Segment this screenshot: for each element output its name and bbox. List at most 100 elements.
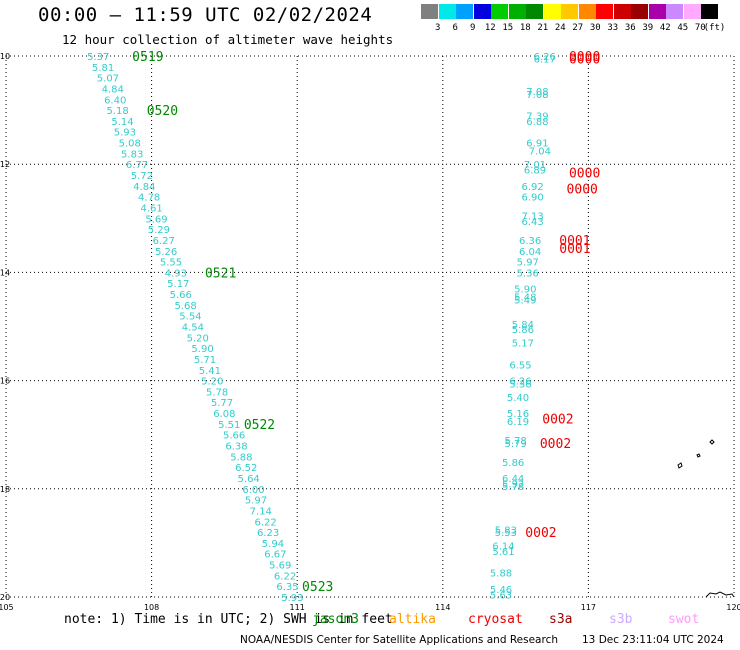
legend-label: 12 (484, 23, 496, 33)
wave-height-label: 4.93 (165, 268, 187, 279)
wave-height-label: 6.77 (126, 160, 148, 171)
wave-height-label: 7.39 (526, 112, 548, 123)
island-shape (709, 439, 715, 445)
legend-label: 15 (502, 23, 514, 33)
wave-height-label: 5.46 (490, 585, 512, 596)
lon-tick-label: 108 (144, 603, 159, 612)
wave-height-label: 7.08 (526, 87, 548, 98)
pass-time-label: 0002 (542, 412, 573, 427)
wave-height-label: 6.40 (104, 95, 126, 106)
wave-height-label: 7.01 (524, 160, 546, 171)
pass-time-label: 0523 (302, 580, 333, 595)
lat-tick-label: -18 (0, 485, 10, 494)
lon-tick-label: 111 (290, 603, 305, 612)
pass-time-label: 0521 (205, 266, 236, 281)
wave-height-label: 5.94 (262, 539, 284, 550)
wave-height-label: 5.93 (281, 593, 303, 604)
wave-height-label: 5.93 (114, 128, 136, 139)
wave-height-label: 5.64 (238, 474, 260, 485)
wave-height-label: 4.61 (140, 203, 162, 214)
wave-height-label: 5.40 (507, 393, 529, 404)
wave-height-label: 6.23 (257, 528, 279, 539)
pass-time-label: 0002 (525, 526, 556, 541)
legend-swatch (491, 4, 508, 19)
legend-swatch (701, 4, 718, 19)
legend-swatch (421, 4, 438, 19)
island-shape (677, 462, 683, 469)
wave-height-label: 5.14 (111, 117, 133, 128)
island-shape (696, 453, 701, 458)
satellite-swot: swot (668, 612, 700, 627)
satellite-jason3: jason3 (312, 612, 359, 627)
wave-height-label: 6.27 (153, 236, 175, 247)
wave-height-label: 5.90 (514, 285, 536, 296)
wave-height-label: 5.53 (495, 528, 517, 539)
wave-height-label: 5.78 (504, 436, 526, 447)
lat-tick-label: -14 (0, 268, 10, 277)
legend-label: 39 (642, 23, 654, 33)
legend-label: 24 (554, 23, 566, 33)
wave-height-label: 5.36 (509, 379, 531, 390)
pass-time-label: 0001 (559, 242, 590, 257)
wave-height-label: 5.54 (179, 312, 201, 323)
wave-height-label: 5.83 (495, 525, 517, 536)
credit-text: NOAA/NESDIS Center for Satellite Applica… (240, 634, 558, 646)
legend-label: 18 (519, 23, 531, 33)
wave-height-label: 5.79 (504, 439, 526, 450)
legend-swatch (438, 4, 456, 19)
wave-height-label: 7.13 (521, 212, 543, 223)
pass-time-label: 0000 (569, 166, 600, 181)
legend-swatch (526, 4, 543, 19)
lon-tick-label: 114 (435, 603, 450, 612)
wave-height-label: 6.67 (264, 550, 286, 561)
coastline-shape (705, 591, 735, 598)
legend-unit: (ft) (703, 23, 726, 33)
wave-height-label: 5.90 (191, 344, 213, 355)
wave-height-label: 5.63 (490, 590, 512, 601)
legend-swatch (613, 4, 631, 19)
legend-swatch (561, 4, 578, 19)
wave-height-label: 7.08 (526, 90, 548, 101)
wave-height-label: 5.83 (121, 149, 143, 160)
wave-height-label: 5.49 (514, 295, 536, 306)
wave-height-label: 6.55 (509, 360, 531, 371)
wave-height-label: 6.91 (526, 139, 548, 150)
wave-height-label: 5.97 (245, 496, 267, 507)
wave-height-label: 6.19 (507, 417, 529, 428)
legend-swatch (508, 4, 526, 19)
wave-height-label: 5.48 (514, 293, 536, 304)
lat-tick-label: -20 (0, 593, 10, 602)
legend-label: 33 (607, 23, 619, 33)
wave-height-label: 5.17 (167, 279, 189, 290)
wave-height-label: 5.26 (155, 247, 177, 258)
satellite-altika: altika (389, 612, 436, 627)
wave-height-label: 6.38 (225, 442, 247, 453)
wave-height-label: 7.14 (250, 506, 272, 517)
legend-label: 42 (659, 23, 671, 33)
wave-height-label: 5.86 (502, 458, 524, 469)
wave-height-label: 5.41 (199, 366, 221, 377)
pass-time-label: 0522 (244, 418, 275, 433)
wave-height-label: 5.36 (517, 268, 539, 279)
wave-height-label: 5.20 (201, 377, 223, 388)
satellite-s3b: s3b (609, 612, 633, 627)
map-title: 00:00 – 11:59 UTC 02/02/2024 (38, 4, 373, 26)
wave-height-label: 5.84 (512, 320, 534, 331)
pass-time-label: 0000 (569, 50, 600, 65)
satellite-s3a: s3a (549, 612, 573, 627)
wave-height-label: 6.04 (519, 247, 541, 258)
legend-label: 21 (537, 23, 549, 33)
wave-height-label: 6.26 (509, 377, 531, 388)
lon-tick-label: 120 (726, 603, 740, 612)
legend-label: 9 (470, 23, 476, 33)
wave-height-label: 7.04 (529, 147, 551, 158)
pass-time-label: 0000 (569, 53, 600, 68)
wave-height-label: 6.14 (492, 542, 514, 553)
wave-height-label: 5.61 (492, 547, 514, 558)
legend-label: 45 (677, 23, 689, 33)
wave-height-label: 5.72 (131, 171, 153, 182)
wave-height-label: 5.78 (502, 482, 524, 493)
legend-label: 27 (572, 23, 584, 33)
legend-label: 30 (589, 23, 601, 33)
